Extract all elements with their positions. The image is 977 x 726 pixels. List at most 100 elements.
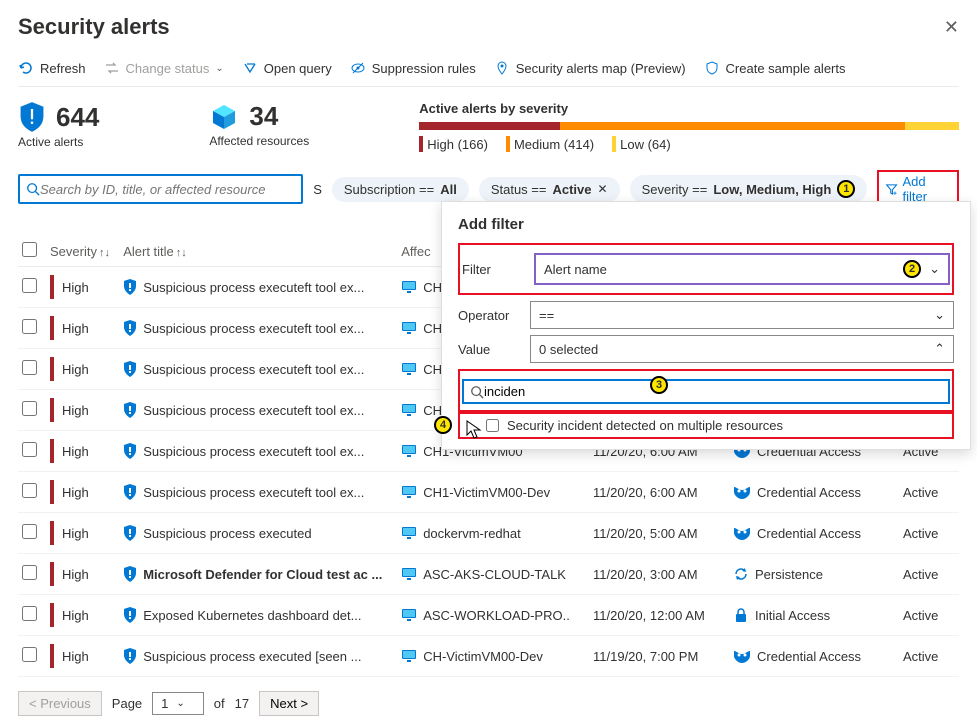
affected-label: Affected resources [209,134,309,148]
alert-title-cell: Suspicious process executeft tool ex... [123,443,373,459]
table-row[interactable]: High Exposed Kubernetes dashboard det... A… [18,595,959,636]
search-input[interactable] [18,174,303,204]
row-checkbox[interactable] [22,647,37,662]
severity-bar-medium [560,122,905,130]
row-checkbox[interactable] [22,319,37,334]
col-severity[interactable]: Severity↑↓ [46,236,119,267]
severity-cell: High [50,562,115,586]
row-checkbox[interactable] [22,606,37,621]
row-checkbox[interactable] [22,565,37,580]
status-cell: Active [899,595,959,636]
change-status-icon [104,60,120,76]
legend-medium: Medium (414) [506,136,594,152]
time-cell: 11/20/20, 12:00 AM [589,595,729,636]
legend-high: High (166) [419,136,488,152]
alerts-map-button[interactable]: Security alerts map (Preview) [494,60,686,76]
filter-select[interactable]: Alert name 2⌄ [534,253,950,285]
shield-alert-icon [18,101,46,133]
pagination: < Previous Page 1⌄ of 17 Next > [18,691,959,716]
row-checkbox[interactable] [22,483,37,498]
row-checkbox[interactable] [22,442,37,457]
map-pin-icon [494,60,510,76]
cursor-icon [466,420,482,440]
alert-title-cell: Suspicious process executeft tool ex... [123,361,373,377]
filter-field-label: Filter [462,262,522,277]
alert-title-cell: Suspicious process executeft tool ex... [123,279,373,295]
active-count: 644 [56,102,99,133]
option-checkbox[interactable] [486,419,499,432]
chevron-down-icon: ⌄ [929,261,940,277]
filter-pill-subscription[interactable]: Subscription == All [332,177,469,202]
tactic-cell: Initial Access [733,607,895,623]
close-icon[interactable]: ✕ [944,17,959,38]
severity-title: Active alerts by severity [419,101,959,116]
filter-pill-severity[interactable]: Severity == Low, Medium, High1 [630,175,868,203]
severity-bar-low [905,122,959,130]
operator-label: Operator [458,308,518,323]
alert-title-cell: Suspicious process executeft tool ex... [123,484,373,500]
suppression-button[interactable]: Suppression rules [350,60,476,76]
value-search-input[interactable] [462,379,950,404]
add-filter-button[interactable]: Add filter [885,174,951,204]
next-button[interactable]: Next > [259,691,319,716]
refresh-icon [18,60,34,76]
search-icon [26,182,40,196]
search-icon [470,385,484,399]
open-query-button[interactable]: Open query [242,60,332,76]
status-cell: Active [899,554,959,595]
option-label: Security incident detected on multiple r… [507,418,783,433]
alert-title-cell: Suspicious process executed [123,525,373,541]
filter-pill-status[interactable]: Status == Active✕ [479,177,620,202]
sample-alerts-button[interactable]: Create sample alerts [704,60,846,76]
annotation-4: 4 [434,416,452,434]
value-option[interactable]: Security incident detected on multiple r… [458,412,954,439]
col-title[interactable]: Alert title↑↓ [119,236,397,267]
page-select[interactable]: 1⌄ [152,692,204,715]
severity-cell: High [50,644,115,668]
row-checkbox[interactable] [22,524,37,539]
chevron-up-icon: ⌃ [934,341,945,357]
resource-cell: ASC-WORKLOAD-PRO... [401,608,571,623]
severity-cell: High [50,398,115,422]
status-cell: Active [899,513,959,554]
alert-title-cell: Suspicious process executed [seen ... [123,648,373,664]
alert-title-cell: Microsoft Defender for Cloud test ac ... [123,566,373,582]
value-select[interactable]: 0 selected⌃ [530,335,954,363]
refresh-button[interactable]: Refresh [18,60,86,76]
severity-cell: High [50,275,115,299]
affected-count: 34 [249,101,278,132]
alert-title-cell: Exposed Kubernetes dashboard det... [123,607,373,623]
tactic-cell: Persistence [733,566,895,582]
time-cell: 11/19/20, 7:00 PM [589,636,729,677]
row-checkbox[interactable] [22,401,37,416]
suppression-icon [350,60,366,76]
row-checkbox[interactable] [22,278,37,293]
table-row[interactable]: High Suspicious process executed [seen ..… [18,636,959,677]
annotation-1: 1 [837,180,855,198]
severity-cell: High [50,316,115,340]
remove-filter-icon[interactable]: ✕ [598,182,608,196]
popup-title: Add filter [458,216,954,233]
alert-title-cell: Suspicious process executeft tool ex... [123,320,373,336]
row-checkbox[interactable] [22,360,37,375]
toolbar: Refresh Change status ⌄ Open query Suppr… [18,54,959,87]
value-label: Value [458,342,518,357]
severity-summary: Active alerts by severity High (166) Med… [419,101,959,152]
table-row[interactable]: High Microsoft Defender for Cloud test ac… [18,554,959,595]
stat-active-alerts: 644 Active alerts [18,101,99,149]
annotation-3: 3 [650,376,668,394]
severity-cell: High [50,603,115,627]
alert-title-cell: Suspicious process executeft tool ex... [123,402,373,418]
select-all-checkbox[interactable] [22,242,37,257]
prev-button[interactable]: < Previous [18,691,102,716]
annotation-2: 2 [903,260,921,278]
filter-add-icon [885,182,898,196]
resource-cell: dockervm-redhat [401,526,571,541]
operator-select[interactable]: ==⌄ [530,301,954,329]
table-row[interactable]: HighSuspicious process executeft tool ex… [18,472,959,513]
table-row[interactable]: HighSuspicious process executeddockervm-… [18,513,959,554]
severity-cell: High [50,439,115,463]
tactic-cell: Credential Access [733,649,895,664]
severity-bar-high [419,122,559,130]
resource-cell: CH-VictimVM00-Dev [401,649,571,664]
